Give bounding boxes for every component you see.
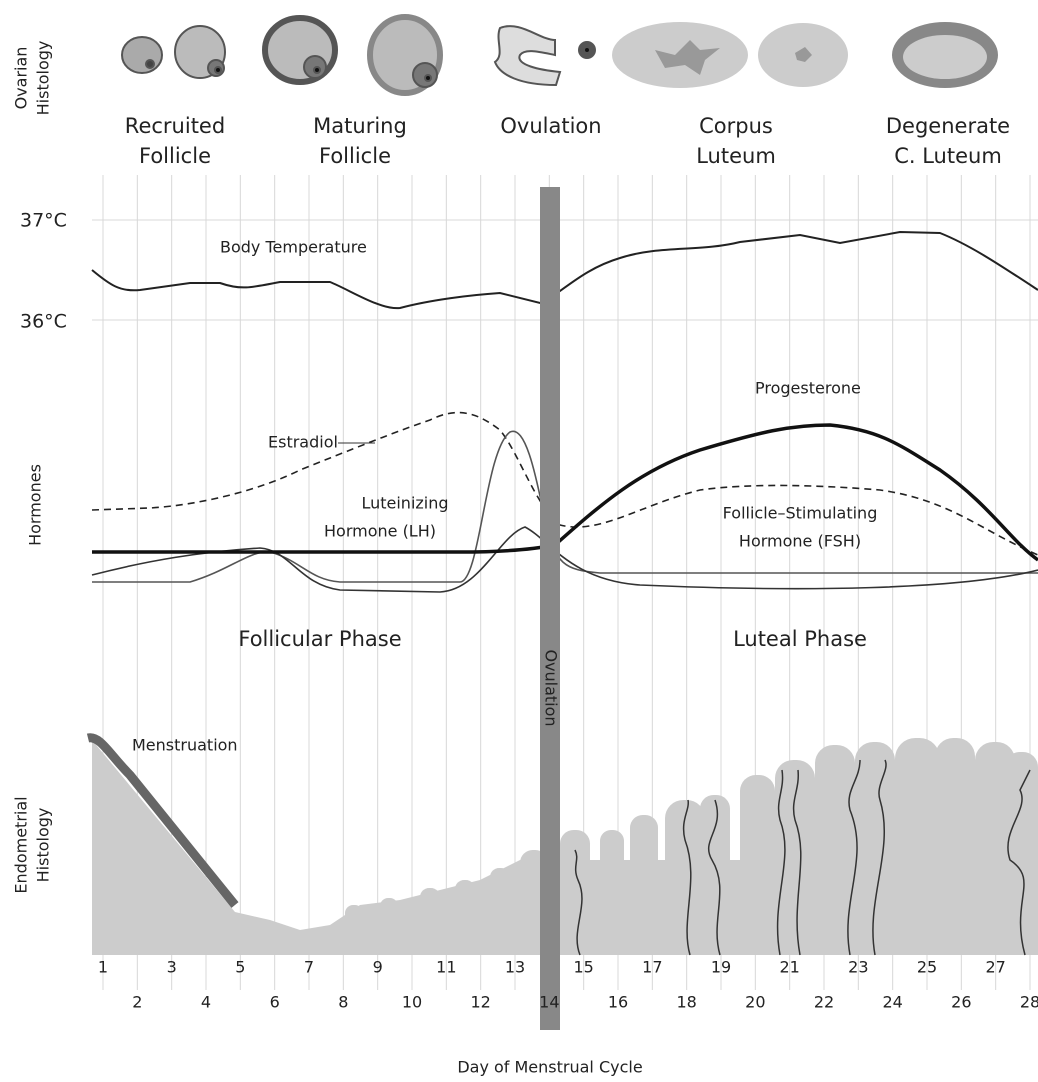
day-label: 1 <box>98 958 108 977</box>
curve-label: Follicle–Stimulating <box>723 504 878 523</box>
curve-label: Estradiol <box>268 433 338 452</box>
stage-label: Maturing <box>313 114 407 138</box>
gland <box>600 830 624 955</box>
gland <box>895 738 940 955</box>
estradiol-curve <box>91 411 1038 556</box>
gland <box>490 868 510 955</box>
day-label: 3 <box>167 958 177 977</box>
day-label: 12 <box>470 993 490 1012</box>
day-label: 2 <box>132 993 142 1012</box>
gland <box>815 745 855 955</box>
side-label: Endometrial <box>12 796 31 893</box>
ovulation-bar <box>540 187 560 1030</box>
progesterone-curve <box>92 423 1038 562</box>
side-label: Histology <box>34 808 53 883</box>
day-label: 8 <box>338 993 348 1012</box>
gland <box>630 815 658 955</box>
gland <box>345 905 363 955</box>
stage-label: Luteum <box>696 144 776 168</box>
phase-label: Follicular Phase <box>238 627 401 651</box>
ovarian-icons <box>121 14 998 96</box>
gland <box>935 738 975 955</box>
day-label: 22 <box>814 993 834 1012</box>
lh-curve <box>92 430 1038 583</box>
day-label: 11 <box>436 958 456 977</box>
curve-label: Luteinizing <box>361 494 448 513</box>
day-label: 5 <box>235 958 245 977</box>
gland <box>455 880 475 955</box>
phase-label: Ovulation <box>542 649 561 726</box>
gland <box>855 742 895 955</box>
stage-label: Degenerate <box>886 114 1010 138</box>
gland <box>665 800 705 955</box>
day-label: 16 <box>608 993 628 1012</box>
day-label: 26 <box>951 993 971 1012</box>
stage-label: Ovulation <box>500 114 601 138</box>
temperature-curve <box>91 230 1038 310</box>
menstruation-edge <box>86 733 239 908</box>
stage-label: C. Luteum <box>894 144 1002 168</box>
day-label: 18 <box>676 993 696 1012</box>
menstruation-label: Menstruation <box>132 736 238 755</box>
stage-label: Recruited <box>125 114 225 138</box>
day-label: 17 <box>642 958 662 977</box>
day-label: 15 <box>573 958 593 977</box>
day-label: 25 <box>917 958 937 977</box>
day-label: 6 <box>270 993 280 1012</box>
temperature-label: 37°C <box>20 210 67 232</box>
stage-label: Follicle <box>139 144 211 168</box>
side-label: Histology <box>34 41 53 116</box>
gland <box>775 760 815 955</box>
day-label: 24 <box>882 993 902 1012</box>
day-label: 27 <box>985 958 1005 977</box>
day-label: 14 <box>539 993 559 1012</box>
side-label: Hormones <box>26 464 45 546</box>
phase-label: Luteal Phase <box>733 627 867 651</box>
curve-label: Hormone (LH) <box>324 522 436 541</box>
day-label: 20 <box>745 993 765 1012</box>
fsh-curve <box>91 526 1038 593</box>
curve-label: Body Temperature <box>220 238 367 257</box>
gland <box>700 795 730 955</box>
side-label: Ovarian <box>12 47 31 110</box>
day-label: 23 <box>848 958 868 977</box>
day-label: 19 <box>711 958 731 977</box>
curve-label: Progesterone <box>755 379 861 398</box>
gland <box>380 898 398 955</box>
day-label: 9 <box>373 958 383 977</box>
gland <box>740 775 775 955</box>
day-label: 7 <box>304 958 314 977</box>
day-label: 13 <box>505 958 525 977</box>
gland <box>1005 752 1038 955</box>
day-label: 28 <box>1020 993 1038 1012</box>
curve-label: Hormone (FSH) <box>739 532 861 551</box>
axis-title: Day of Menstrual Cycle <box>457 1058 642 1077</box>
day-label: 10 <box>402 993 422 1012</box>
gland <box>560 830 590 955</box>
temperature-label: 36°C <box>20 311 67 333</box>
stage-label: Corpus <box>699 114 773 138</box>
stage-label: Follicle <box>319 144 391 168</box>
gland <box>420 888 440 955</box>
day-label: 21 <box>779 958 799 977</box>
endometrium <box>92 738 1038 955</box>
day-label: 4 <box>201 993 211 1012</box>
day-axis: 1234567891011121314151617181920212223242… <box>98 958 1038 1012</box>
